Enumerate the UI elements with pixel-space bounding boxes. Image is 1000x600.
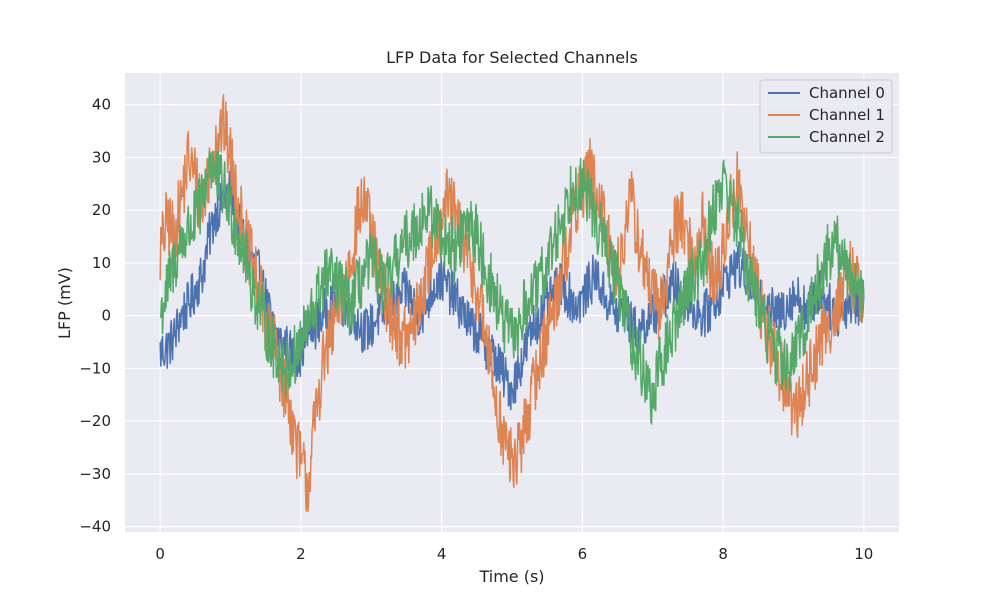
legend-label-channel-1: Channel 1: [809, 106, 885, 124]
y-tick-label: −10: [79, 359, 111, 377]
x-axis-label: Time (s): [478, 567, 544, 586]
series-line-channel-2: [159, 150, 865, 425]
y-tick-label: 10: [92, 254, 111, 272]
y-tick-label: 0: [101, 307, 111, 325]
y-tick-label: 40: [92, 96, 111, 114]
tick-labels: 0 2 4 6 8 10 −40 −30 −20 −10 0 10 20 30 40: [79, 96, 873, 563]
series-layer: [159, 94, 865, 513]
x-tick-label: 6: [578, 545, 588, 563]
legend-label-channel-2: Channel 2: [809, 128, 885, 146]
chart-title: LFP Data for Selected Channels: [386, 48, 638, 67]
x-tick-label: 8: [718, 545, 728, 563]
x-tick-label: 0: [155, 545, 165, 563]
x-tick-label: 10: [854, 545, 873, 563]
legend-label-channel-0: Channel 0: [809, 84, 885, 102]
y-tick-label: −30: [79, 465, 111, 483]
legend-box: [759, 79, 893, 154]
y-tick-label: 20: [92, 201, 111, 219]
series-line-channel-1: [159, 94, 865, 513]
y-tick-label: −20: [79, 412, 111, 430]
legend: Channel 0 Channel 1 Channel 2: [759, 79, 893, 154]
y-axis-label: LFP (mV): [55, 267, 74, 339]
y-tick-label: 30: [92, 148, 111, 166]
x-tick-label: 4: [437, 545, 447, 563]
x-tick-label: 2: [296, 545, 306, 563]
y-tick-label: −40: [79, 518, 111, 536]
